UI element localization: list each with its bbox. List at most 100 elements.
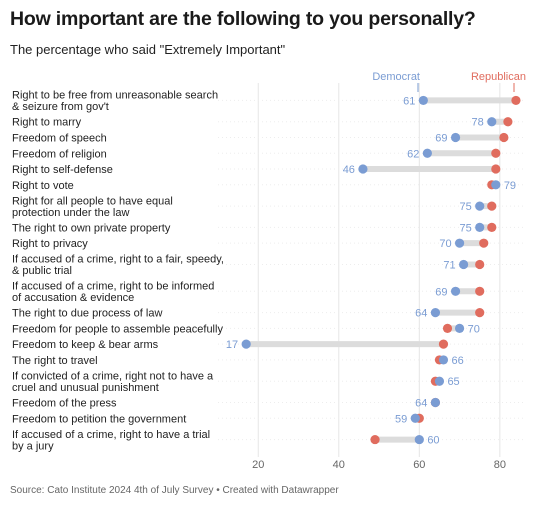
democrat-value-label: 71	[443, 259, 455, 271]
democrat-dot	[487, 117, 497, 127]
row-13: Freedom to keep & bear arms 17	[12, 339, 449, 351]
democrat-dot	[491, 180, 501, 190]
x-tick-label: 20	[252, 459, 264, 471]
category-label: If accused of a crime, right to a fair, …	[12, 254, 224, 266]
category-label: Freedom to petition the government	[12, 413, 186, 425]
republican-dot	[370, 434, 380, 445]
row-2: Freedom of speech 69	[12, 132, 509, 144]
row-15: If convicted of a crime, right not to ha…	[12, 370, 460, 394]
democrat-dot	[450, 286, 461, 296]
row-6: Right for all people to have equalprotec…	[12, 195, 497, 219]
democrat-value-label: 60	[427, 435, 439, 447]
category-label: Right to privacy	[12, 238, 88, 250]
democrat-dot	[450, 132, 461, 143]
source-note: Source: Cato Institute 2024 4th of July …	[10, 485, 339, 496]
republican-dot	[479, 238, 489, 248]
democrat-value-label: 65	[447, 376, 459, 388]
category-label: Right to self-defense	[12, 164, 113, 176]
category-label: The right to own private property	[12, 222, 171, 234]
republican-dot	[499, 132, 509, 143]
chart-subtitle: The percentage who said "Extremely Impor…	[10, 42, 286, 57]
chart-title: How important are the following to you p…	[10, 8, 476, 30]
democrat-dot	[475, 222, 485, 232]
democrat-dot	[430, 397, 441, 408]
category-label: by a jury	[12, 440, 54, 452]
category-label: & seizure from gov't	[12, 101, 109, 113]
republican-dot	[475, 286, 485, 296]
republican-dot	[487, 201, 497, 211]
democrat-value-label: 64	[415, 308, 427, 320]
democrat-value-label: 59	[395, 413, 407, 425]
category-label: The right to due process of law	[12, 308, 162, 320]
row-9: If accused of a crime, right to a fair, …	[12, 254, 485, 277]
category-label: Freedom of speech	[12, 132, 107, 144]
category-label: cruel and unusual punishment	[12, 382, 159, 394]
democrat-dot	[438, 355, 449, 365]
democrat-value-label: 78	[472, 117, 484, 129]
republican-dot	[475, 308, 485, 318]
democrat-dot	[414, 434, 424, 445]
democrat-value-label: 61	[403, 95, 415, 107]
row-5: Right to vote 79	[12, 180, 516, 192]
category-label: & public trial	[12, 265, 72, 277]
democrat-value-label: 79	[504, 180, 516, 192]
category-label: If convicted of a crime, right not to ha…	[12, 370, 214, 382]
row-3: Freedom of religion 62	[12, 148, 501, 160]
row-14: The right to travel 66	[12, 355, 464, 367]
category-label: Right to be free from unreasonable searc…	[12, 90, 218, 102]
democrat-value-label: 69	[435, 132, 447, 144]
category-label: protection under the law	[12, 207, 129, 219]
democrat-dot	[459, 259, 469, 270]
category-label: Right to vote	[12, 180, 74, 192]
row-7: The right to own private property 75	[12, 222, 497, 234]
democrat-dot	[241, 339, 251, 349]
democrat-value-label: 70	[439, 238, 451, 250]
row-0: Right to be free from unreasonable searc…	[12, 90, 521, 113]
republican-dot	[475, 259, 485, 270]
democrat-value-label: 46	[343, 164, 355, 176]
category-label: Right to marry	[12, 117, 82, 129]
row-layer: Right to be free from unreasonable searc…	[12, 90, 521, 453]
democrat-value-label: 69	[435, 286, 447, 298]
democrat-value-label: 75	[459, 201, 471, 213]
republican-dot	[491, 164, 501, 174]
row-4: Right to self-defense 46	[12, 164, 501, 176]
row-12: Freedom for people to assemble peacefull…	[12, 323, 480, 335]
x-tick-label: 60	[413, 459, 425, 471]
democrat-dot	[410, 413, 420, 423]
category-label: If accused of a crime, right to have a t…	[12, 429, 210, 441]
republican-dot	[438, 339, 449, 349]
democrat-value-label: 66	[451, 355, 463, 367]
row-8: Right to privacy 70	[12, 238, 489, 250]
row-10: If accused of a crime, right to be infor…	[12, 281, 485, 304]
row-18: If accused of a crime, right to have a t…	[12, 429, 440, 453]
grid-layer: 20 40 60 80	[218, 83, 524, 471]
category-label: The right to travel	[12, 355, 98, 367]
category-label: of accusation & evidence	[12, 292, 134, 304]
republican-dot	[511, 95, 521, 106]
republican-dot	[491, 148, 501, 158]
democrat-dot	[454, 238, 465, 248]
republican-dot	[442, 323, 453, 333]
row-16: Freedom of the press 64	[12, 397, 441, 410]
democrat-dot	[358, 164, 368, 174]
democrat-value-label: 64	[415, 398, 427, 410]
category-label: Freedom of the press	[12, 398, 117, 410]
democrat-value-label: 70	[468, 323, 480, 335]
republican-dot	[503, 117, 513, 127]
row-1: Right to marry 78	[12, 117, 513, 129]
democrat-value-label: 75	[459, 222, 471, 234]
legend-layer: Democrat Republican	[372, 71, 526, 92]
x-tick-label: 80	[494, 459, 506, 471]
row-11: The right to due process of law 64	[12, 308, 485, 320]
democrat-dot	[430, 308, 441, 318]
democrat-dot	[422, 148, 432, 158]
row-17: Freedom to petition the government 59	[12, 413, 424, 425]
democrat-dot	[418, 95, 428, 106]
category-label: Right for all people to have equal	[12, 195, 173, 207]
x-tick-label: 40	[333, 459, 345, 471]
category-label: Freedom of religion	[12, 148, 107, 160]
legend-democrat: Democrat	[372, 71, 420, 83]
democrat-value-label: 62	[407, 148, 419, 160]
